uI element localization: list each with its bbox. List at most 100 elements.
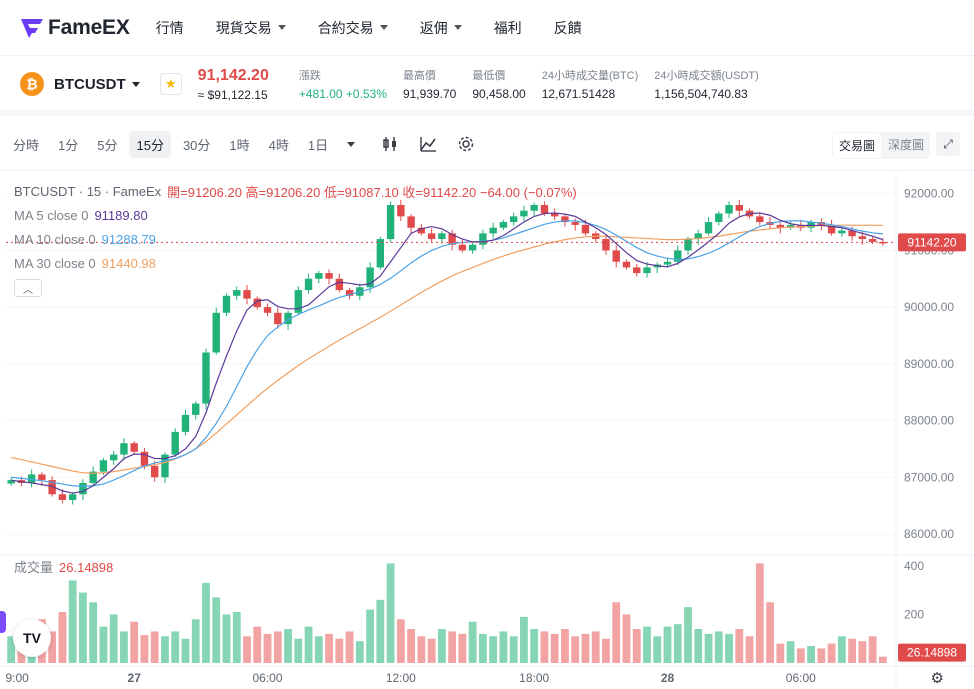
candle-body xyxy=(602,239,610,251)
fullscreen-expand-icon[interactable]: ⤢ xyxy=(936,132,960,156)
volume-bar xyxy=(396,619,405,663)
ticker-bar: ₿ BTCUSDT ★ 91,142.20 ≈ $91,122.15 漲跌 +48… xyxy=(0,58,974,116)
candle-body xyxy=(663,261,672,265)
ticker-stats: 漲跌 +481.00 +0.53% 最高價 91,939.70 最低價 90,458.00… xyxy=(269,67,759,101)
nav-item-label: 行情 xyxy=(155,19,184,36)
candle-body xyxy=(222,295,231,313)
nav-item-3[interactable]: 返佣 xyxy=(420,18,462,38)
tradingview-logo[interactable]: TV xyxy=(13,619,51,657)
volume-bar xyxy=(304,626,313,663)
volume-bar xyxy=(612,602,621,663)
nav-item-4[interactable]: 福利 xyxy=(494,18,522,38)
candle-body xyxy=(550,213,559,217)
volume-bar xyxy=(489,636,498,663)
stat-value: 90,458.00 xyxy=(472,87,526,101)
timeframe-tab-6[interactable]: 4時 xyxy=(268,137,289,153)
ma-label: MA 10 close 0 xyxy=(14,231,96,247)
volume-bar xyxy=(858,641,867,663)
time-tick-label: 28 xyxy=(661,671,675,685)
pair-selector[interactable]: BTCUSDT xyxy=(54,76,140,93)
side-widget-tab[interactable] xyxy=(0,611,6,633)
stat-value: 12,671.51428 xyxy=(541,87,616,101)
volume-bar xyxy=(478,633,487,663)
chevron-down-icon xyxy=(379,25,388,30)
legend-title: BTCUSDT · 15 · FameEx xyxy=(14,183,162,199)
volume-bar xyxy=(150,631,159,663)
nav-menu: 行情 現貨交易 合約交易 返佣 福利 反饋 xyxy=(156,18,614,38)
volume-legend: 成交量 26.14898 xyxy=(14,557,113,576)
timeframe-tab-7[interactable]: 1日 xyxy=(307,137,329,153)
candle-body xyxy=(27,474,36,483)
current-price-label: 91142.20 xyxy=(907,235,956,249)
indicators-icon[interactable] xyxy=(417,133,439,155)
timeframe-tab-2[interactable]: 5分 xyxy=(97,137,118,153)
price-tick-label: 87000.00 xyxy=(904,470,954,484)
timeframe-tab-4[interactable]: 30分 xyxy=(182,137,211,153)
price-chart-svg[interactable]: 92000.0091000.0090000.0089000.0088000.00… xyxy=(0,171,974,689)
volume-bar xyxy=(725,633,733,663)
timeframe-tab-1[interactable]: 1分 xyxy=(58,137,79,153)
time-tick-label: 18:00 xyxy=(519,671,549,685)
nav-item-0[interactable]: 行情 xyxy=(156,18,184,38)
candle-body xyxy=(704,222,713,234)
nav-item-label: 反饋 xyxy=(553,19,582,36)
volume-bar xyxy=(7,636,16,663)
candle-body xyxy=(304,278,313,291)
view-tab-0[interactable]: 交易圖 xyxy=(832,133,881,158)
volume-bar xyxy=(745,636,754,663)
chart-settings-icon[interactable]: ⚙ xyxy=(930,670,944,687)
logo[interactable]: FameEX xyxy=(20,16,130,40)
candle-body xyxy=(489,227,497,234)
volume-bar xyxy=(68,580,77,663)
nav-item-2[interactable]: 合約交易 xyxy=(318,18,388,38)
collapse-legend-chevron-up-icon[interactable]: ︿ xyxy=(14,279,42,297)
timeframe-tab-5[interactable]: 1時 xyxy=(229,137,250,153)
volume-bar xyxy=(120,631,128,663)
volume-bar xyxy=(294,638,303,663)
view-toggle: 交易圖 深度圖 xyxy=(831,132,930,159)
time-tick-label: 27 xyxy=(128,671,142,685)
volume-bar xyxy=(663,626,672,663)
candle-body xyxy=(633,267,641,274)
volume-bar xyxy=(448,631,457,663)
candle-body xyxy=(376,239,385,268)
candle-body xyxy=(243,290,251,299)
volume-label: 成交量 xyxy=(14,560,54,575)
time-tick-label: 9:00 xyxy=(5,671,29,685)
favorite-star-icon[interactable]: ★ xyxy=(159,73,182,95)
chevron-down-icon xyxy=(453,25,462,30)
volume-bar xyxy=(807,646,815,663)
volume-bar xyxy=(140,635,149,663)
timeframe-tab-0[interactable]: 分時 xyxy=(13,137,40,153)
candle-body xyxy=(684,239,692,251)
candle-body xyxy=(643,267,651,274)
volume-bar xyxy=(848,638,857,663)
volume-bar xyxy=(243,636,251,663)
candle-body xyxy=(561,216,569,223)
candle-body xyxy=(202,352,210,404)
candle-body xyxy=(386,205,395,240)
stat-label: 最高價 xyxy=(402,70,436,82)
candle-body xyxy=(735,205,743,211)
settings-gear-icon[interactable] xyxy=(455,133,477,155)
volume-bar xyxy=(263,633,272,663)
time-tick-label: 06:00 xyxy=(253,671,283,685)
more-timeframes-chevron-icon[interactable] xyxy=(347,141,356,147)
volume-bar xyxy=(427,638,436,663)
volume-bar xyxy=(868,636,877,663)
stat-1: 最高價 91,939.70 xyxy=(403,67,456,101)
volume-bar xyxy=(643,626,651,663)
view-tab-1[interactable]: 深度圖 xyxy=(887,138,924,152)
volume-bar xyxy=(632,629,641,663)
volume-bar xyxy=(181,638,190,663)
nav-item-1[interactable]: 現貨交易 xyxy=(216,18,286,38)
candlestick-type-icon[interactable] xyxy=(379,133,401,155)
candle-body xyxy=(838,230,846,234)
candle-body xyxy=(417,227,426,234)
ma-value: 91189.80 xyxy=(94,207,148,223)
candle-body xyxy=(694,233,702,240)
timeframe-tab-3[interactable]: 15分 xyxy=(129,130,171,158)
chart-area[interactable]: BTCUSDT · 15 · FameEx 開=91206.20 高=91206… xyxy=(0,170,974,689)
nav-item-5[interactable]: 反饋 xyxy=(554,18,582,38)
volume-bar xyxy=(171,631,180,663)
